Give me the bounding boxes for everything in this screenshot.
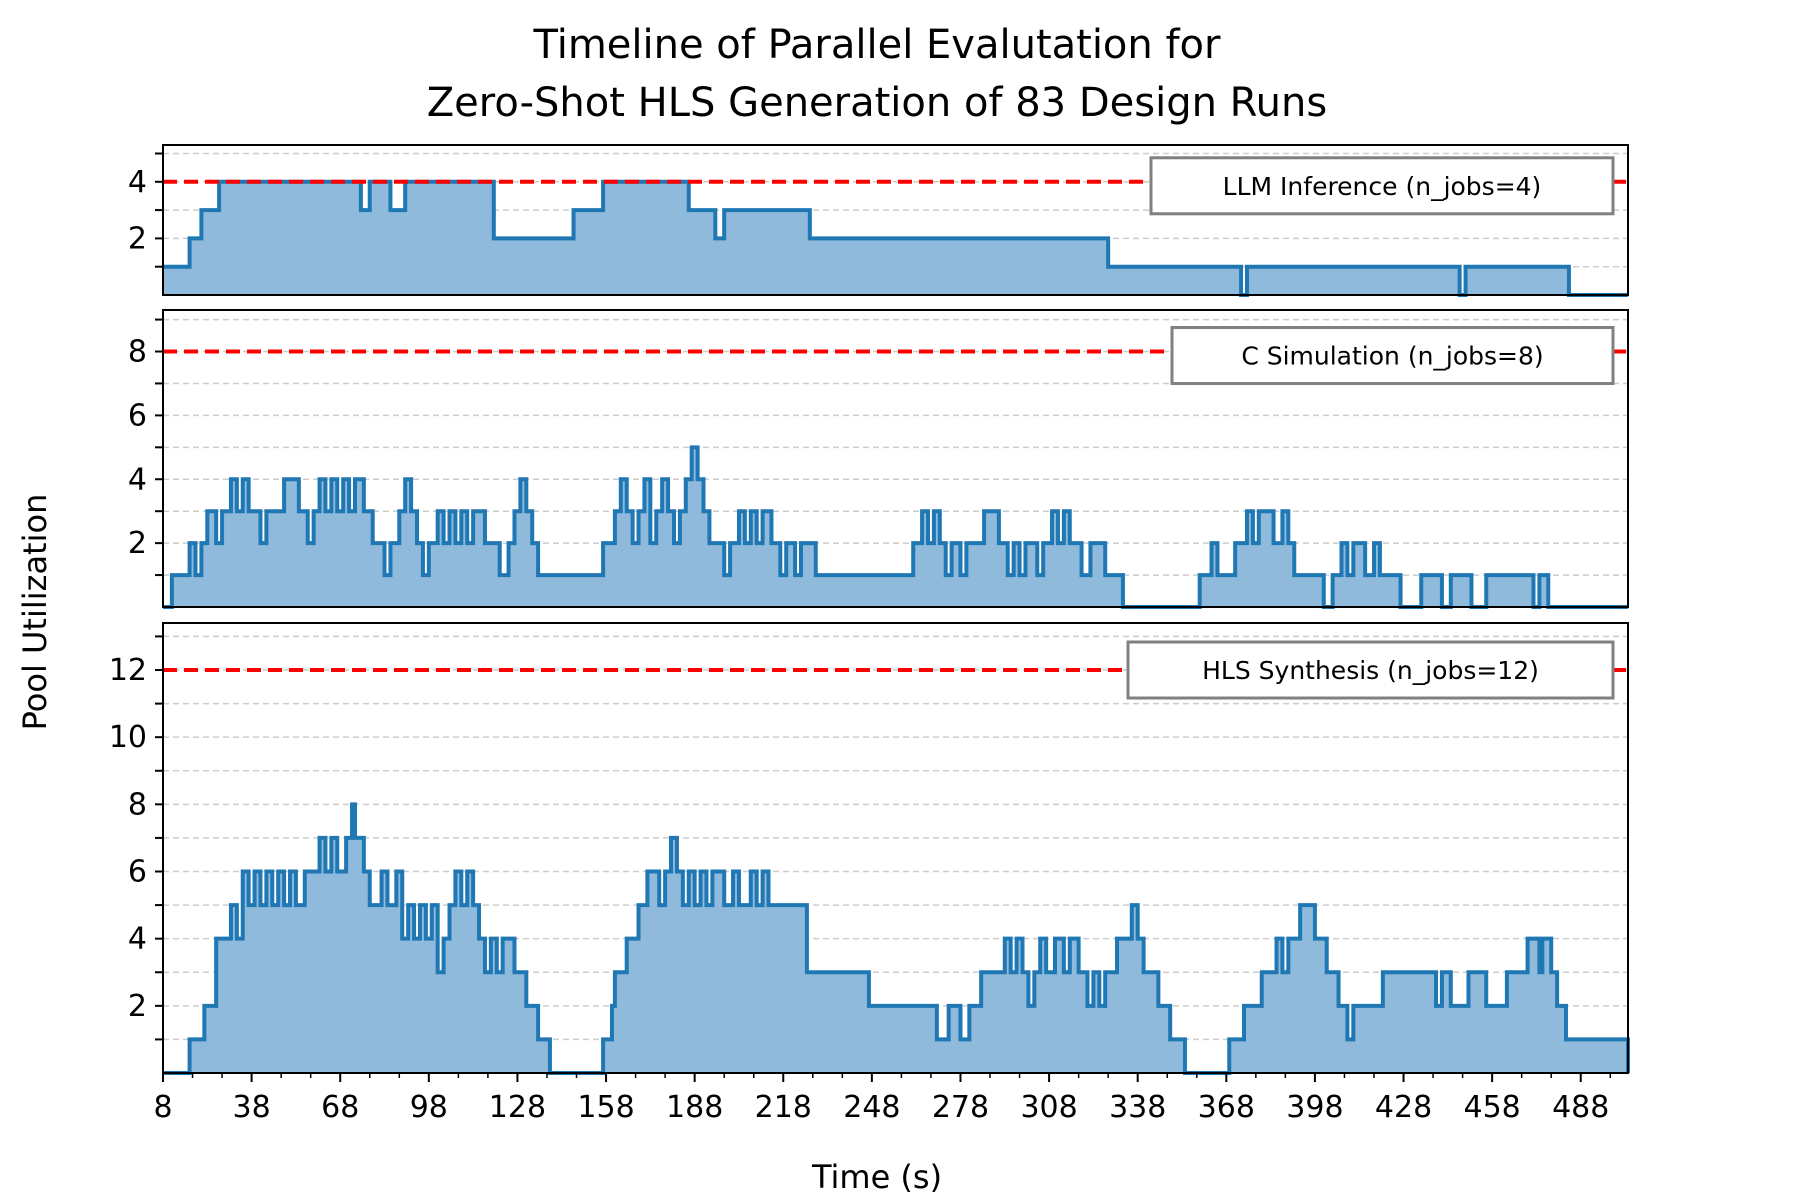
panel-frame bbox=[162, 622, 1629, 1074]
utilization-line bbox=[163, 445, 1628, 609]
y-tick-label: 2 bbox=[128, 221, 147, 256]
x-tick-label: 98 bbox=[410, 1090, 448, 1125]
x-axis: 8 38 68 98 128 158 188 218 248 278 308 338 368 398 428… bbox=[153, 1073, 1612, 1125]
y-tick-label: 4 bbox=[128, 922, 147, 957]
y-tick-label: 6 bbox=[128, 398, 147, 433]
utilization-line bbox=[163, 802, 1630, 1075]
y-tick-label: 4 bbox=[128, 165, 147, 200]
utilization-area bbox=[163, 447, 1628, 607]
panel-frame bbox=[162, 309, 1629, 608]
chart-title-line-2: Zero-Shot HLS Generation of 83 Design Ru… bbox=[427, 80, 1327, 126]
panel-3: 2 4 6 8 10 12 HLS Synthesis (n_jobs=12) bbox=[109, 622, 1630, 1075]
x-tick-label: 158 bbox=[577, 1090, 634, 1125]
legend-box bbox=[1149, 156, 1615, 216]
chart-title-line-1: Timeline of Parallel Evalutation for bbox=[533, 22, 1222, 68]
legend-label: LLM Inference (n_jobs=4) bbox=[1223, 172, 1542, 201]
y-tick-label: 4 bbox=[128, 462, 147, 497]
y-axis-label: Pool Utilization bbox=[16, 494, 54, 731]
panel-2: 2 4 6 8 C Simulation (n_jobs=8) bbox=[128, 309, 1629, 609]
y-tick-label: 10 bbox=[109, 720, 147, 755]
x-tick-label: 128 bbox=[489, 1090, 546, 1125]
legend-label: C Simulation (n_jobs=8) bbox=[1241, 342, 1543, 371]
x-tick-label: 308 bbox=[1020, 1090, 1077, 1125]
legend-box bbox=[1126, 640, 1615, 700]
y-tick-label: 8 bbox=[128, 787, 147, 822]
x-tick-label: 368 bbox=[1198, 1090, 1255, 1125]
x-tick-label: 458 bbox=[1464, 1090, 1521, 1125]
x-tick-label: 68 bbox=[321, 1090, 359, 1125]
x-tick-label: 338 bbox=[1109, 1090, 1166, 1125]
y-tick-label: 12 bbox=[109, 653, 147, 688]
legend-label: HLS Synthesis (n_jobs=12) bbox=[1202, 656, 1539, 685]
panels: 2 4 LLM Inference (n_jobs=4) 2 4 6 8 C Simulati… bbox=[109, 144, 1630, 1075]
x-tick-label: 278 bbox=[932, 1090, 989, 1125]
y-tick-label: 6 bbox=[128, 855, 147, 890]
x-tick-label: 218 bbox=[755, 1090, 812, 1125]
y-tick-label: 2 bbox=[128, 526, 147, 561]
x-tick-label: 488 bbox=[1552, 1090, 1609, 1125]
x-axis-label: Time (s) bbox=[811, 1158, 942, 1196]
legend-box bbox=[1170, 326, 1615, 386]
y-tick-label: 2 bbox=[128, 989, 147, 1024]
x-tick-label: 8 bbox=[153, 1090, 172, 1125]
panel-1: 2 4 LLM Inference (n_jobs=4) bbox=[128, 144, 1629, 297]
x-tick-label: 248 bbox=[843, 1090, 900, 1125]
x-tick-label: 188 bbox=[666, 1090, 723, 1125]
x-tick-label: 38 bbox=[233, 1090, 271, 1125]
panel-frame bbox=[162, 144, 1629, 296]
x-tick-label: 398 bbox=[1286, 1090, 1343, 1125]
x-tick-label: 428 bbox=[1375, 1090, 1432, 1125]
y-tick-label: 8 bbox=[128, 335, 147, 370]
